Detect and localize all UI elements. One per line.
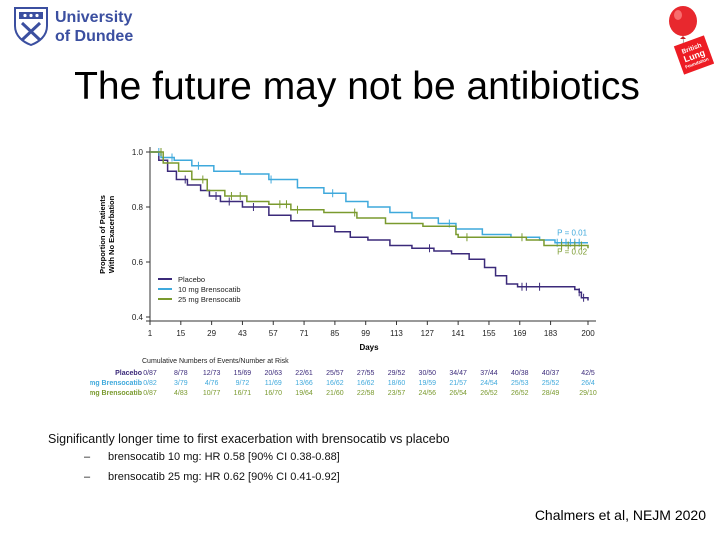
risk-table-cell: 37/44 — [480, 370, 498, 377]
risk-table-cell: 11/69 — [265, 380, 282, 387]
risk-table-cell: 0/87 — [143, 370, 157, 377]
risk-table-cell: 24/54 — [480, 380, 498, 387]
risk-table-cell: 18/60 — [388, 380, 406, 387]
p-value-annotation: P = 0.01 — [557, 229, 587, 238]
risk-table-row-label: Placebo — [115, 370, 142, 377]
risk-table-cell: 3/79 — [174, 380, 188, 387]
risk-table-cell: 4/76 — [205, 380, 219, 387]
x-tick-label: 113 — [390, 329, 403, 338]
british-lung-foundation-logo: British Lung Foundation — [662, 4, 714, 75]
series-line-2 — [150, 151, 589, 249]
risk-table-cell: 19/64 — [295, 390, 313, 397]
risk-table-cell: 16/62 — [357, 380, 375, 387]
risk-table-cell: 20/63 — [264, 370, 282, 377]
risk-table-cell: 19/59 — [419, 380, 437, 387]
risk-table-cell: 34/47 — [449, 370, 467, 377]
x-tick-label: 155 — [482, 329, 496, 338]
risk-table-cell: 21/57 — [449, 380, 467, 387]
legend-label: 25 mg Brensocatib — [178, 295, 241, 304]
risk-table-cell: 16/62 — [326, 380, 344, 387]
risk-table-cell: 24/56 — [419, 390, 437, 397]
summary-text: Significantly longer time to first exace… — [48, 432, 450, 446]
risk-table-cell: 42/5 — [581, 370, 595, 377]
x-axis-label: Days — [359, 343, 379, 352]
series-line-1 — [150, 151, 588, 244]
risk-table-cell: 29/10 — [579, 390, 597, 397]
y-tick-label: 1.0 — [132, 148, 144, 157]
slide-title: The future may not be antibiotics — [74, 65, 640, 108]
risk-table-cell: 15/69 — [234, 370, 252, 377]
x-tick-label: 169 — [513, 329, 527, 338]
risk-table-cell: 26/52 — [511, 390, 529, 397]
risk-table-cell: 28/49 — [542, 390, 560, 397]
risk-table-cell: 4/83 — [174, 390, 188, 397]
risk-table-cell: 23/57 — [388, 390, 406, 397]
x-tick-label: 15 — [176, 329, 185, 338]
x-tick-label: 43 — [238, 329, 247, 338]
risk-table-cell: 26/54 — [449, 390, 467, 397]
risk-table-cell: 25/53 — [511, 380, 529, 387]
y-tick-label: 0.6 — [132, 258, 144, 267]
risk-table-cell: 25/52 — [542, 380, 560, 387]
risk-table-cell: 21/60 — [326, 390, 344, 397]
legend-label: 10 mg Brensocatib — [178, 285, 241, 294]
y-tick-label: 0.4 — [132, 313, 144, 322]
y-tick-label: 0.8 — [132, 203, 144, 212]
risk-table-cell: 10/77 — [203, 390, 221, 397]
university-name-line1: University — [55, 9, 133, 26]
risk-table-cell: 22/61 — [295, 370, 313, 377]
risk-table-cell: 8/78 — [174, 370, 188, 377]
risk-table-row-label: 10 mg Brensocatib — [90, 380, 142, 387]
series-line-0 — [150, 151, 589, 301]
risk-table-cell: 40/37 — [542, 370, 560, 377]
risk-table-cell: 40/38 — [511, 370, 529, 377]
risk-table-cell: 0/82 — [143, 380, 157, 387]
risk-table-cell: 22/58 — [357, 390, 375, 397]
x-tick-label: 141 — [451, 329, 465, 338]
risk-table-cell: 12/73 — [203, 370, 221, 377]
university-name-line2: of Dundee — [55, 28, 134, 45]
citation: Chalmers et al, NEJM 2020 — [534, 507, 706, 523]
x-tick-label: 127 — [421, 329, 435, 338]
risk-table-cell: 16/71 — [234, 390, 252, 397]
risk-table-cell: 26/4 — [581, 380, 595, 387]
x-tick-label: 1 — [148, 329, 153, 338]
risk-table-cell: 30/50 — [419, 370, 437, 377]
x-tick-label: 85 — [330, 329, 339, 338]
legend-label: Placebo — [178, 275, 205, 284]
risk-table-cell: 0/87 — [143, 390, 157, 397]
x-tick-label: 200 — [581, 329, 595, 338]
x-tick-label: 71 — [300, 329, 309, 338]
risk-table-cell: 16/70 — [264, 390, 282, 397]
risk-table-cell: 25/57 — [326, 370, 344, 377]
risk-table-cell: 27/55 — [357, 370, 375, 377]
bullet-text: brensocatib 10 mg: HR 0.58 [90% CI 0.38-… — [108, 451, 340, 463]
risk-table-cell: 9/72 — [236, 380, 250, 387]
university-crest-icon — [14, 7, 48, 46]
university-logo: University of Dundee — [13, 6, 153, 48]
x-tick-label: 57 — [269, 329, 278, 338]
x-tick-label: 29 — [207, 329, 216, 338]
x-tick-label: 99 — [361, 329, 370, 338]
risk-table-cell: 26/52 — [480, 390, 498, 397]
kaplan-meier-chart: 0.4 0.6 0.8 1.0 1 15 29 43 57 71 85 99 113 127 141 155 1… — [90, 147, 597, 397]
bullet-text: brensocatib 25 mg: HR 0.62 [90% CI 0.41-… — [108, 471, 340, 483]
x-tick-label: 183 — [544, 329, 558, 338]
y-axis-label-line1: Proportion of Patients — [98, 195, 107, 274]
university-name: University of Dundee — [55, 8, 133, 46]
p-value-annotation: P = 0.02 — [557, 247, 587, 256]
risk-table-title: Cumulative Numbers of Events/Number at R… — [142, 358, 289, 365]
y-axis-label-line2: With No Exacerbation — [107, 195, 116, 273]
risk-table-cell: 13/66 — [295, 380, 313, 387]
risk-table-cell: 29/52 — [388, 370, 406, 377]
